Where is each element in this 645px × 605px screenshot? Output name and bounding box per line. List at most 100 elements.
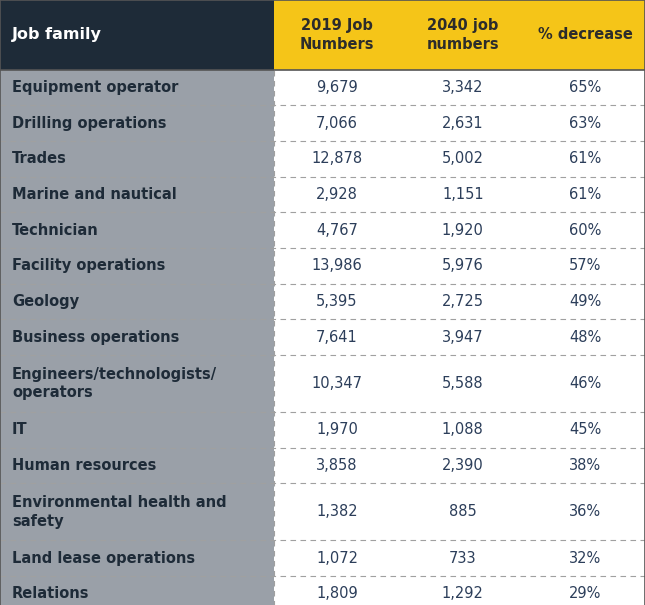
Bar	[0, 248, 274, 284]
Bar	[400, 540, 526, 576]
Text: 1,920: 1,920	[442, 223, 484, 238]
Bar	[274, 177, 400, 212]
Bar	[274, 319, 400, 355]
Text: Geology: Geology	[12, 294, 79, 309]
Text: Marine and nautical: Marine and nautical	[12, 187, 177, 202]
Text: 9,679: 9,679	[316, 80, 358, 95]
Bar	[400, 284, 526, 319]
Text: Trades: Trades	[12, 151, 67, 166]
Text: 2019 Job
Numbers: 2019 Job Numbers	[300, 18, 374, 51]
Text: 1,382: 1,382	[316, 505, 358, 519]
Text: 885: 885	[449, 505, 477, 519]
Bar	[274, 448, 400, 483]
Bar	[274, 70, 400, 105]
Text: 1,292: 1,292	[442, 586, 484, 601]
Text: Technician: Technician	[12, 223, 99, 238]
Bar	[526, 483, 645, 540]
Text: 61%: 61%	[569, 151, 601, 166]
Bar	[274, 141, 400, 177]
Bar	[400, 448, 526, 483]
Text: 5,588: 5,588	[442, 376, 484, 391]
Text: 3,858: 3,858	[316, 458, 358, 473]
Text: 3,947: 3,947	[442, 330, 484, 345]
Bar	[526, 105, 645, 141]
Bar	[0, 177, 274, 212]
Text: 4,767: 4,767	[316, 223, 358, 238]
Bar	[400, 248, 526, 284]
Text: Business operations: Business operations	[12, 330, 179, 345]
Bar	[0, 0, 274, 70]
Bar	[400, 212, 526, 248]
Bar	[526, 576, 645, 605]
Bar	[0, 70, 274, 105]
Bar	[400, 70, 526, 105]
Text: 733: 733	[449, 551, 477, 566]
Bar	[0, 284, 274, 319]
Bar	[400, 319, 526, 355]
Bar	[0, 105, 274, 141]
Bar	[0, 319, 274, 355]
Text: 7,641: 7,641	[316, 330, 358, 345]
Text: Land lease operations: Land lease operations	[12, 551, 195, 566]
Text: 2,725: 2,725	[442, 294, 484, 309]
Text: Job family: Job family	[12, 27, 102, 42]
Text: Engineers/technologists/
operators: Engineers/technologists/ operators	[12, 367, 217, 401]
Bar	[274, 355, 400, 412]
Text: Equipment operator: Equipment operator	[12, 80, 179, 95]
Text: 36%: 36%	[570, 505, 601, 519]
Bar	[0, 540, 274, 576]
Bar	[400, 105, 526, 141]
Text: 63%: 63%	[570, 116, 601, 131]
Bar	[274, 540, 400, 576]
Bar	[0, 448, 274, 483]
Text: 10,347: 10,347	[312, 376, 362, 391]
Bar	[526, 284, 645, 319]
Bar	[400, 576, 526, 605]
Bar	[526, 412, 645, 448]
Text: 5,002: 5,002	[442, 151, 484, 166]
Text: 13,986: 13,986	[312, 258, 362, 273]
Text: 57%: 57%	[569, 258, 602, 273]
Bar	[274, 284, 400, 319]
Bar	[274, 248, 400, 284]
Bar	[400, 141, 526, 177]
Text: 38%: 38%	[570, 458, 601, 473]
Bar	[0, 355, 274, 412]
Text: 48%: 48%	[569, 330, 601, 345]
Bar	[526, 141, 645, 177]
Bar	[526, 212, 645, 248]
Bar	[526, 319, 645, 355]
Bar	[274, 576, 400, 605]
Bar	[526, 448, 645, 483]
Text: 1,072: 1,072	[316, 551, 358, 566]
Text: 32%: 32%	[569, 551, 601, 566]
Bar	[0, 212, 274, 248]
Bar	[0, 412, 274, 448]
Bar	[0, 576, 274, 605]
Text: 1,809: 1,809	[316, 586, 358, 601]
Text: 12,878: 12,878	[312, 151, 362, 166]
Text: Facility operations: Facility operations	[12, 258, 165, 273]
Text: % decrease: % decrease	[538, 27, 633, 42]
Bar	[526, 540, 645, 576]
Bar	[274, 412, 400, 448]
Bar	[400, 412, 526, 448]
Bar	[0, 141, 274, 177]
Text: 60%: 60%	[569, 223, 602, 238]
Text: 1,088: 1,088	[442, 422, 484, 437]
Text: 5,395: 5,395	[316, 294, 358, 309]
Bar	[274, 0, 400, 70]
Bar	[526, 248, 645, 284]
Bar	[526, 177, 645, 212]
Bar	[274, 212, 400, 248]
Bar	[274, 483, 400, 540]
Text: 3,342: 3,342	[442, 80, 484, 95]
Bar	[0, 483, 274, 540]
Bar	[526, 0, 645, 70]
Text: 2,928: 2,928	[316, 187, 358, 202]
Text: 65%: 65%	[569, 80, 601, 95]
Text: 45%: 45%	[569, 422, 601, 437]
Bar	[400, 0, 526, 70]
Bar	[400, 355, 526, 412]
Bar	[526, 355, 645, 412]
